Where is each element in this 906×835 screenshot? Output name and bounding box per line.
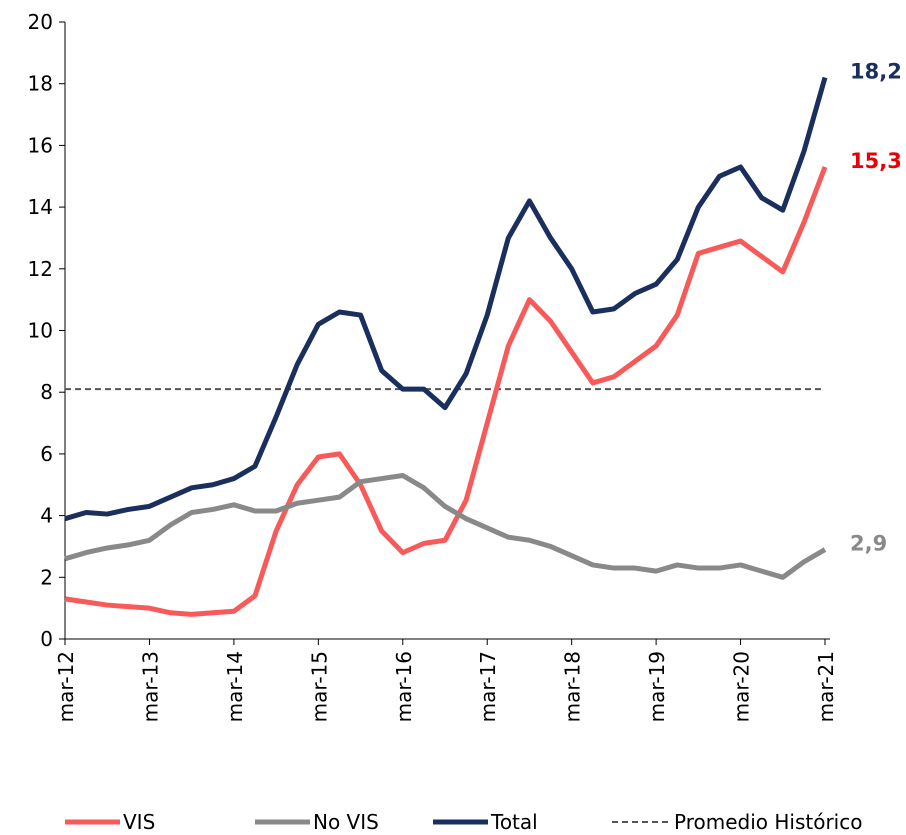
end-label: 18,2: [850, 60, 902, 84]
y-tick-label: 4: [40, 504, 53, 528]
legend-label: Promedio Histórico: [674, 810, 862, 834]
y-tick-label: 2: [40, 565, 53, 589]
end-label: 15,3: [850, 149, 902, 173]
y-tick-label: 16: [28, 133, 53, 157]
x-tick-label: mar-13: [138, 651, 162, 722]
x-tick-label: mar-19: [645, 651, 669, 722]
x-tick-label: mar-14: [223, 651, 247, 722]
legend-label: No VIS: [313, 810, 379, 834]
series-line: [64, 166, 828, 617]
x-tick-label: mar-20: [730, 651, 754, 722]
y-tick-label: 6: [40, 442, 53, 466]
x-tick-label: mar-18: [561, 651, 585, 722]
y-tick-label: 10: [28, 319, 53, 343]
legend-label: Total: [490, 810, 538, 834]
y-tick-label: 14: [28, 195, 53, 219]
x-tick-label: mar-17: [476, 651, 500, 722]
x-tick-label: mar-15: [307, 651, 331, 722]
y-tick-label: 18: [28, 72, 53, 96]
x-tick-label: mar-21: [814, 651, 838, 722]
y-tick-label: 12: [28, 257, 53, 281]
x-tick-label: mar-16: [392, 651, 416, 722]
x-tick-label: mar-12: [54, 651, 78, 722]
series-line: [64, 76, 828, 522]
series-line: [64, 472, 827, 580]
legend-label: VIS: [123, 810, 155, 834]
end-label: 2,9: [850, 532, 887, 556]
y-tick-label: 8: [40, 380, 53, 404]
y-tick-label: 20: [28, 10, 53, 34]
y-tick-label: 0: [40, 627, 53, 651]
